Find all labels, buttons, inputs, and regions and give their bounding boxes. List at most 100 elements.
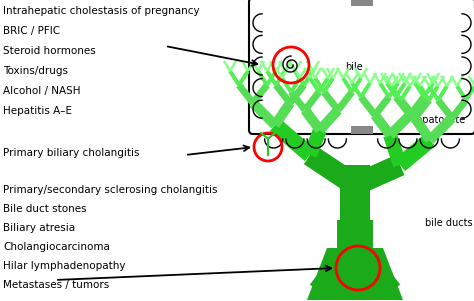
Polygon shape xyxy=(273,83,293,105)
Polygon shape xyxy=(237,70,250,86)
Polygon shape xyxy=(379,72,387,84)
Polygon shape xyxy=(351,72,359,84)
Polygon shape xyxy=(265,70,278,86)
Polygon shape xyxy=(437,85,449,101)
Polygon shape xyxy=(249,99,279,129)
Text: Bile duct stones: Bile duct stones xyxy=(3,204,87,214)
Polygon shape xyxy=(299,67,307,79)
Polygon shape xyxy=(380,72,388,84)
Polygon shape xyxy=(293,70,306,86)
Polygon shape xyxy=(437,75,445,87)
Text: Steroid hormones: Steroid hormones xyxy=(3,46,96,56)
Polygon shape xyxy=(265,70,278,86)
Polygon shape xyxy=(304,146,361,194)
Polygon shape xyxy=(302,90,322,112)
Polygon shape xyxy=(236,83,256,105)
Polygon shape xyxy=(456,75,464,87)
Polygon shape xyxy=(428,85,440,101)
Polygon shape xyxy=(313,77,326,93)
Polygon shape xyxy=(456,85,468,101)
Polygon shape xyxy=(390,85,403,101)
Polygon shape xyxy=(427,114,456,144)
Polygon shape xyxy=(350,77,363,93)
Polygon shape xyxy=(251,61,259,72)
Polygon shape xyxy=(303,67,311,79)
Polygon shape xyxy=(317,77,330,93)
Polygon shape xyxy=(341,77,354,93)
Polygon shape xyxy=(363,72,371,84)
Polygon shape xyxy=(378,82,391,98)
Polygon shape xyxy=(387,82,400,98)
Polygon shape xyxy=(391,75,399,87)
Polygon shape xyxy=(321,67,329,79)
Polygon shape xyxy=(288,61,296,72)
Bar xyxy=(351,0,373,6)
Polygon shape xyxy=(404,72,412,84)
Polygon shape xyxy=(229,61,237,72)
Polygon shape xyxy=(426,72,434,84)
Polygon shape xyxy=(275,67,283,79)
Polygon shape xyxy=(360,67,368,79)
Text: Toxins/drugs: Toxins/drugs xyxy=(3,66,68,76)
Polygon shape xyxy=(260,61,268,72)
Text: Primary biliary cholangitis: Primary biliary cholangitis xyxy=(3,148,139,158)
Polygon shape xyxy=(322,77,335,93)
Polygon shape xyxy=(278,61,286,72)
Polygon shape xyxy=(306,61,314,72)
Bar xyxy=(351,126,373,134)
Polygon shape xyxy=(308,67,316,79)
Polygon shape xyxy=(337,220,373,295)
Polygon shape xyxy=(314,67,322,79)
Polygon shape xyxy=(309,67,317,79)
Polygon shape xyxy=(350,82,363,98)
Polygon shape xyxy=(321,90,341,112)
Polygon shape xyxy=(312,61,320,72)
Text: Hilar lymphadenopathy: Hilar lymphadenopathy xyxy=(3,261,126,271)
Polygon shape xyxy=(411,115,434,143)
Polygon shape xyxy=(408,72,416,84)
Polygon shape xyxy=(440,75,448,87)
Polygon shape xyxy=(342,67,350,79)
Polygon shape xyxy=(407,95,427,117)
Polygon shape xyxy=(422,82,435,98)
Polygon shape xyxy=(256,70,269,86)
Polygon shape xyxy=(403,75,411,87)
Polygon shape xyxy=(422,75,430,87)
Polygon shape xyxy=(326,67,334,79)
Polygon shape xyxy=(257,61,265,72)
Polygon shape xyxy=(414,72,422,84)
Polygon shape xyxy=(293,67,301,79)
Polygon shape xyxy=(335,90,355,112)
Text: hepatocyte: hepatocyte xyxy=(410,115,465,125)
Polygon shape xyxy=(310,234,362,296)
Polygon shape xyxy=(358,95,378,117)
Polygon shape xyxy=(431,75,439,87)
Polygon shape xyxy=(435,98,455,120)
Polygon shape xyxy=(446,75,454,87)
Polygon shape xyxy=(372,95,392,117)
Text: Intrahepatic cholestasis of pregnancy: Intrahepatic cholestasis of pregnancy xyxy=(3,6,200,16)
Polygon shape xyxy=(307,248,403,300)
Text: Biliary atresia: Biliary atresia xyxy=(3,223,75,233)
Polygon shape xyxy=(250,83,270,105)
Polygon shape xyxy=(340,165,370,220)
Polygon shape xyxy=(398,72,406,84)
Text: Cholangiocarcinoma: Cholangiocarcinoma xyxy=(3,242,110,252)
Text: bile ducts: bile ducts xyxy=(425,218,473,228)
Polygon shape xyxy=(359,82,372,98)
Polygon shape xyxy=(397,72,405,84)
Polygon shape xyxy=(398,98,418,120)
Polygon shape xyxy=(281,67,289,79)
Polygon shape xyxy=(345,72,353,84)
Polygon shape xyxy=(419,75,427,87)
Polygon shape xyxy=(393,95,413,117)
Polygon shape xyxy=(269,61,277,72)
Polygon shape xyxy=(450,75,458,87)
Polygon shape xyxy=(386,72,394,84)
Polygon shape xyxy=(385,75,393,87)
Polygon shape xyxy=(412,98,432,120)
Polygon shape xyxy=(284,61,292,72)
Polygon shape xyxy=(302,70,315,86)
Text: Alcohol / NASH: Alcohol / NASH xyxy=(3,86,81,96)
Polygon shape xyxy=(428,75,436,87)
